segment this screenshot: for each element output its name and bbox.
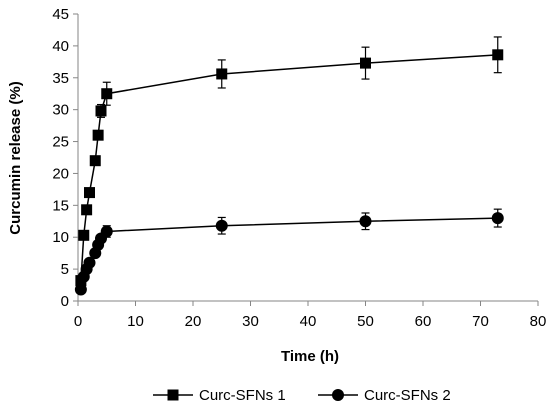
x-tick-label: 20 — [185, 313, 202, 330]
data-point — [101, 88, 113, 100]
x-tick-label: 0 — [74, 313, 82, 330]
legend-label: Curc-SFNs 1 — [199, 387, 286, 404]
y-tick-label: 0 — [61, 293, 69, 310]
legend-marker — [332, 389, 344, 401]
series-line — [80, 217, 498, 290]
y-tick-label: 5 — [61, 261, 69, 278]
data-point — [83, 256, 96, 269]
series-layer — [74, 36, 504, 296]
x-tick-label: 50 — [357, 313, 374, 330]
x-tick-label: 70 — [472, 313, 489, 330]
y-tick-label: 10 — [52, 229, 69, 246]
x-tick-label: 30 — [242, 313, 259, 330]
data-point — [491, 212, 504, 225]
series-2 — [74, 208, 504, 296]
data-point — [492, 49, 504, 61]
x-tick-label: 40 — [300, 313, 317, 330]
y-tick-label: 35 — [52, 70, 69, 87]
data-point — [78, 229, 90, 241]
y-tick-label: 40 — [52, 38, 69, 55]
y-axis-title: Curcumin release (%) — [7, 81, 24, 234]
series-1 — [75, 36, 504, 287]
y-tick-label: 15 — [52, 197, 69, 214]
data-point — [100, 225, 113, 238]
data-point — [215, 219, 228, 232]
y-tick-label: 25 — [52, 134, 69, 151]
legend-label: Curc-SFNs 2 — [364, 387, 451, 404]
x-tick-label: 10 — [127, 313, 144, 330]
axes: 0 5 10 15 20 25 30 35 40 45 0 10 20 30 40 50 60 70 80 — [52, 6, 546, 330]
legend-item-2: Curc-SFNs 2 — [318, 387, 451, 404]
data-point — [81, 204, 93, 216]
legend-marker — [167, 389, 179, 401]
series-line — [80, 54, 498, 281]
data-point — [89, 155, 101, 167]
data-point — [84, 187, 95, 199]
data-point — [92, 129, 104, 141]
legend: Curc-SFNs 1 Curc-SFNs 2 — [153, 387, 451, 404]
y-tick-label: 45 — [52, 6, 69, 23]
x-axis-title: Time (h) — [281, 348, 339, 365]
data-point — [360, 57, 371, 69]
x-tick-label: 60 — [415, 313, 432, 330]
legend-item-1: Curc-SFNs 1 — [153, 387, 286, 404]
data-point — [74, 283, 87, 296]
data-point — [359, 215, 372, 228]
data-point — [216, 68, 228, 80]
data-point — [95, 105, 107, 117]
y-tick-label: 20 — [52, 165, 69, 182]
y-tick-label: 30 — [52, 102, 69, 119]
x-tick-label: 80 — [530, 313, 547, 330]
